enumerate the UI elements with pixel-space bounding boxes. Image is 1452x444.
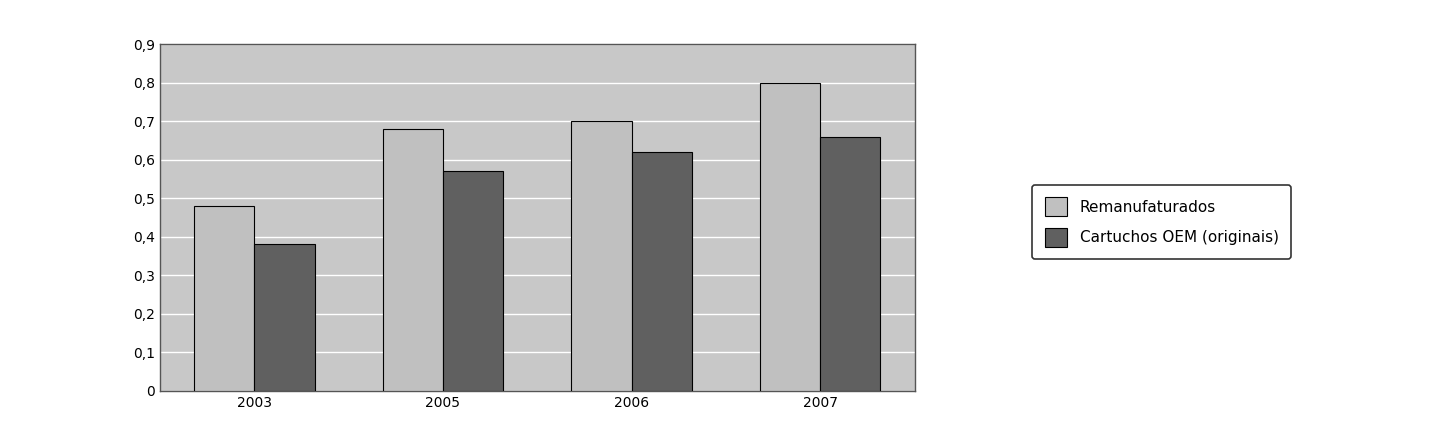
- Bar: [820, 137, 880, 391]
- Bar: [759, 83, 820, 391]
- Bar: [571, 121, 632, 391]
- Bar: [632, 152, 691, 391]
- Legend: Remanufaturados, Cartuchos OEM (originais): Remanufaturados, Cartuchos OEM (originai…: [1032, 185, 1291, 259]
- Bar: [383, 129, 443, 391]
- Bar: [254, 245, 315, 391]
- Bar: [195, 206, 254, 391]
- Bar: [443, 171, 504, 391]
